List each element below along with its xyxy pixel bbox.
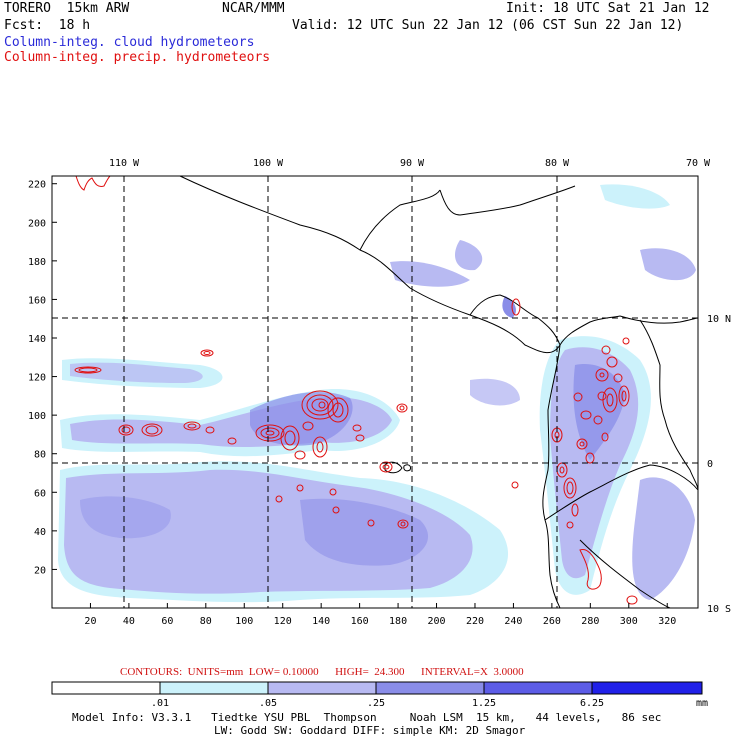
colorbar-label-3: 1.25 <box>472 698 496 709</box>
lat-label-10s: 10 S <box>707 604 731 615</box>
x-tick-label: 300 <box>620 616 638 627</box>
precip-contours <box>74 175 638 605</box>
y-tick-label: 180 <box>28 257 46 268</box>
map-frame <box>51 175 699 609</box>
x-tick-label: 200 <box>427 616 445 627</box>
y-tick-label: 220 <box>28 180 46 191</box>
colorbar-bin-1 <box>159 681 269 695</box>
y-tick-label: 200 <box>28 218 46 229</box>
lon-label-70w: 70 W <box>686 158 711 169</box>
field-precip-title: Column-integ. precip. hydrometeors <box>4 50 271 65</box>
model-info-line1: Model Info: V3.3.1 Tiedtke YSU PBL Thomp… <box>72 711 662 724</box>
forecast-hour: Fcst: 18 h <box>4 18 91 33</box>
x-tick-label: 280 <box>581 616 599 627</box>
x-tick-label: 80 <box>200 616 212 627</box>
colorbar-label-4: 6.25 <box>580 698 604 709</box>
x-tick-label: 40 <box>123 616 135 627</box>
colorbar-label-1: .05 <box>259 698 277 709</box>
lon-label-90w: 90 W <box>400 158 425 169</box>
y-tick-label: 40 <box>34 527 46 538</box>
y-axis-ticks: 20 40 60 80 100 120 140 160 180 200 220 <box>28 180 57 576</box>
x-tick-label: 140 <box>312 616 330 627</box>
x-tick-label: 180 <box>389 616 407 627</box>
colorbar-label-2: .25 <box>367 698 385 709</box>
x-tick-label: 60 <box>161 616 173 627</box>
colorbar-bin-4 <box>483 681 593 695</box>
lat-label-10n: 10 N <box>707 314 731 325</box>
latlon-grid <box>52 176 698 608</box>
colorbar-bin-0 <box>51 681 161 695</box>
x-axis-ticks: 20 40 60 80 100 120 140 160 180 200 220 240 260 280 30… <box>84 603 676 627</box>
init-time: Init: 18 UTC Sat 21 Jan 12 <box>506 1 710 16</box>
y-tick-label: 140 <box>28 334 46 345</box>
y-tick-label: 120 <box>28 373 46 384</box>
colorbar-units: mm <box>696 698 708 709</box>
x-tick-label: 220 <box>466 616 484 627</box>
x-tick-label: 20 <box>84 616 96 627</box>
x-tick-label: 100 <box>235 616 253 627</box>
lon-label-100w: 100 W <box>253 158 284 169</box>
x-tick-label: 120 <box>274 616 292 627</box>
model-title: TORERO 15km ARW <box>4 1 130 16</box>
field-cloud-title: Column-integ. cloud hydrometeors <box>4 35 255 50</box>
contours-info: CONTOURS: UNITS=mm LOW= 0.10000 HIGH= 24… <box>120 666 524 678</box>
model-info-line2: LW: Godd SW: Goddard DIFF: simple KM: 2D… <box>214 724 526 737</box>
colorbar-bin-3 <box>375 681 485 695</box>
y-tick-label: 60 <box>34 488 46 499</box>
x-tick-label: 160 <box>351 616 369 627</box>
colorbar-bin-5 <box>591 681 703 695</box>
x-tick-label: 320 <box>658 616 676 627</box>
colorbar: .01 .05 .25 1.25 6.25 mm <box>51 681 708 709</box>
y-tick-label: 20 <box>34 565 46 576</box>
y-tick-label: 160 <box>28 295 46 306</box>
lat-label-0: 0 <box>707 459 713 470</box>
y-tick-label: 80 <box>34 450 46 461</box>
y-tick-label: 100 <box>28 411 46 422</box>
lon-label-80w: 80 W <box>545 158 570 169</box>
colorbar-label-0: .01 <box>151 698 169 709</box>
valid-time: Valid: 12 UTC Sun 22 Jan 12 (06 CST Sun … <box>292 18 684 33</box>
x-tick-label: 260 <box>543 616 561 627</box>
org-label: NCAR/MMM <box>222 1 285 16</box>
colorbar-bin-2 <box>267 681 377 695</box>
x-tick-label: 240 <box>504 616 522 627</box>
lon-label-110w: 110 W <box>109 158 140 169</box>
